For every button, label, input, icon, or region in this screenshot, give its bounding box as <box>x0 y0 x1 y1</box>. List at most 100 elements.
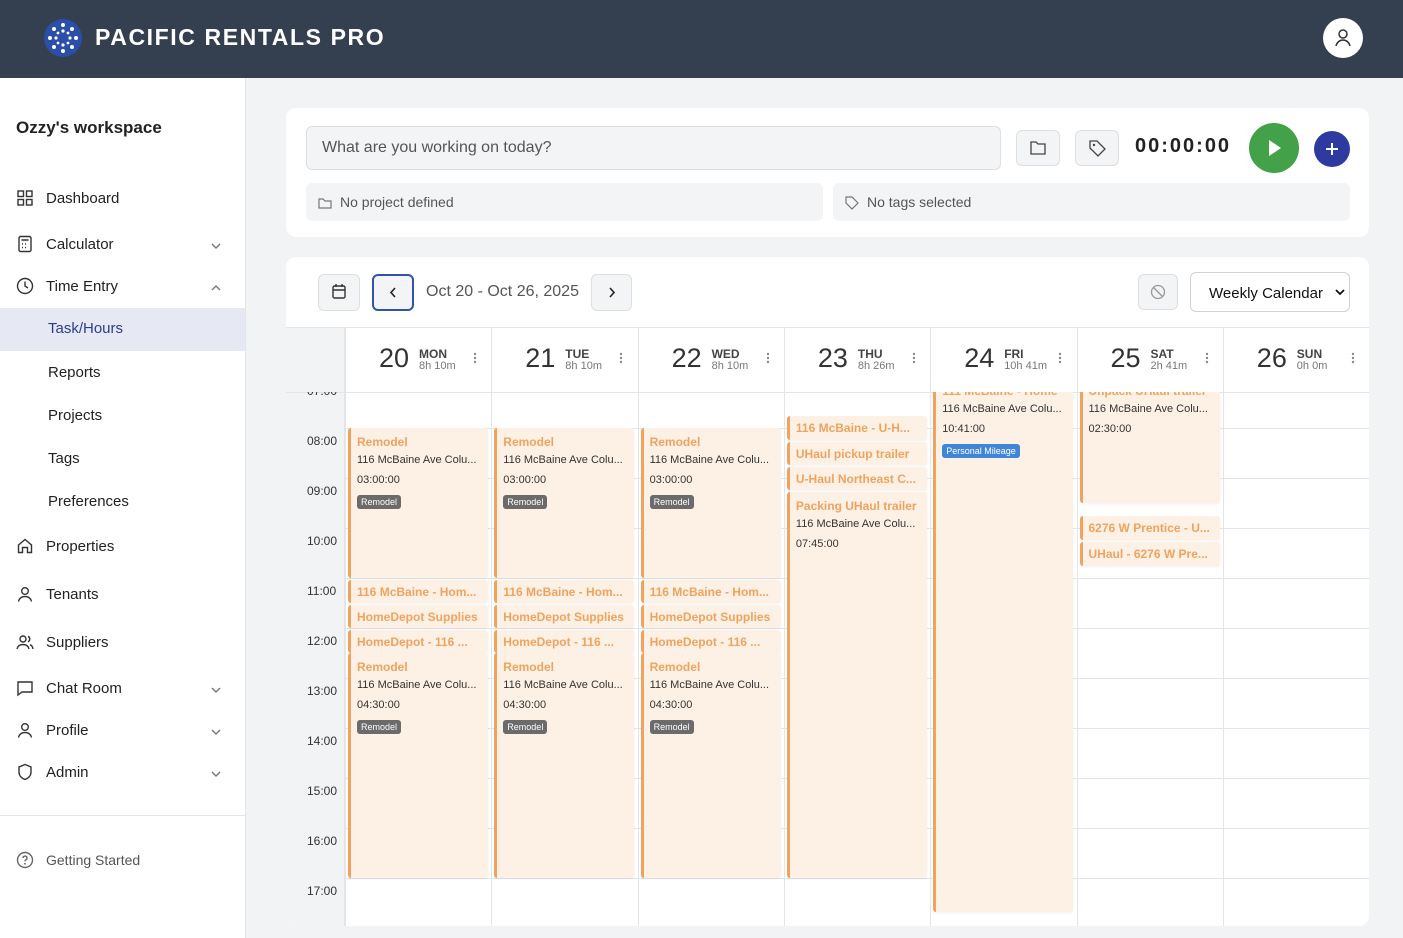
day-menu-svg <box>1058 352 1062 364</box>
event[interactable]: Remodel 116 McBaine Ave Colu... 04:30:00 Re… <box>494 653 635 878</box>
event-title: HomeDepot - 116 ... <box>503 635 614 649</box>
day-menu-svg <box>1351 352 1354 364</box>
event[interactable]: 116 McBaine - Hom... <box>348 580 488 603</box>
event[interactable]: HomeDepot - 116 ... <box>640 630 781 653</box>
day-total: 8h 10m <box>711 360 749 372</box>
nav-icon-svg <box>16 277 34 295</box>
project-field[interactable]: No project defined <box>306 183 823 221</box>
event-tag: Personal Mileage <box>942 444 1020 458</box>
nav-item[interactable]: Calculator <box>46 236 114 253</box>
getting-started[interactable]: Getting Started <box>46 852 141 868</box>
nav-item[interactable]: Time Entry <box>46 278 118 295</box>
event-title: HomeDepot Supplies <box>503 610 624 624</box>
event-duration: 10:41:00 <box>942 423 986 435</box>
day-total: 2h 41m <box>1150 360 1188 372</box>
event[interactable]: Remodel 116 McBaine Ave Colu... 03:00:00 Re… <box>494 428 635 578</box>
event[interactable]: Remodel 116 McBaine Ave Colu... 04:30:00 Re… <box>640 653 781 878</box>
event[interactable]: HomeDepot - 116 ... <box>494 630 635 653</box>
event[interactable]: HomeDepot Supplies <box>494 605 635 628</box>
nav-subitem[interactable]: Projects <box>48 407 103 424</box>
event[interactable]: HomeDepot Supplies <box>348 605 488 628</box>
disabled-button[interactable] <box>1138 274 1178 310</box>
nav-icon-svg <box>17 723 33 738</box>
event[interactable]: UHaul pickup trailer <box>786 442 927 465</box>
event[interactable]: Remodel 116 McBaine Ave Colu... 03:00:00 Re… <box>640 428 781 578</box>
divider <box>0 815 245 816</box>
nav-item[interactable]: Suppliers <box>46 634 109 651</box>
event[interactable]: Remodel 116 McBaine Ave Colu... 04:30:00 Re… <box>348 653 488 878</box>
day-total: 8h 10m <box>419 360 456 372</box>
event[interactable]: Unpack UHaul trailer 116 McBaine Ave Colu… <box>1079 392 1220 503</box>
day-menu <box>1204 351 1210 369</box>
add-button[interactable] <box>1313 130 1351 168</box>
nav-item[interactable]: Tenants <box>46 586 99 603</box>
nav-item[interactable]: Admin <box>46 764 89 781</box>
prev-week-button[interactable] <box>372 274 414 311</box>
view-select[interactable]: Weekly Calendar <box>1190 272 1350 312</box>
event[interactable]: 6276 W Prentice - U... <box>1079 516 1220 540</box>
hour-label: 13:00 <box>307 684 338 698</box>
event-tag: Remodel <box>357 495 402 509</box>
hour-label: 11:00 <box>307 584 337 598</box>
next-week-button[interactable] <box>591 274 632 311</box>
nav-item[interactable]: Chat Room <box>46 680 122 697</box>
task-input[interactable]: What are you working on today? <box>306 126 1001 170</box>
day-name: THU <box>857 347 883 361</box>
nav-chevron-svg <box>211 729 221 735</box>
nav-chevron <box>210 725 222 743</box>
event-title: Remodel <box>503 660 554 674</box>
project-button[interactable] <box>1016 130 1060 166</box>
user-avatar[interactable] <box>1323 18 1363 58</box>
day-total: 8h 26m <box>857 360 895 372</box>
nav-icon-svg <box>17 190 33 206</box>
workspace-name: Ozzy's workspace <box>16 118 162 137</box>
hour-label: 16:00 <box>307 834 338 848</box>
event[interactable]: Packing UHaul trailer 116 McBaine Ave Col… <box>786 492 927 878</box>
event[interactable]: UHaul - 6276 W Pre... <box>1079 542 1220 566</box>
tags-field[interactable]: No tags selected <box>833 183 1350 221</box>
event-address: 116 McBaine Ave Colu... <box>795 518 916 530</box>
nav-icon-svg <box>18 763 32 781</box>
day-menu <box>911 351 917 369</box>
date-range: Oct 20 - Oct 26, 2025 <box>426 283 579 300</box>
nav-subitem[interactable]: Preferences <box>48 493 129 510</box>
date-picker-button[interactable] <box>318 274 360 311</box>
nav-subitem[interactable]: Task/Hours <box>48 320 124 337</box>
event[interactable]: U-Haul Northeast C... <box>786 467 927 490</box>
brand: PACIFIC RENTALS PRO <box>95 24 386 50</box>
event-title: Remodel <box>357 660 408 674</box>
event[interactable]: Remodel 116 McBaine Ave Colu... 03:00:00 Re… <box>348 428 488 578</box>
nav-subitem[interactable]: Reports <box>48 364 101 381</box>
event-title: Packing UHaul trailer <box>795 499 917 513</box>
day-name: SUN <box>1296 347 1323 361</box>
day-total: 0h 0m <box>1296 360 1328 372</box>
nav-item[interactable]: Dashboard <box>46 190 120 207</box>
select-chevron <box>1335 289 1345 296</box>
event-tag: Remodel <box>649 495 694 509</box>
day-menu-svg <box>912 352 916 364</box>
day-number: 23 <box>817 343 848 373</box>
nav-chevron-svg <box>211 687 221 693</box>
timer-clock: 00:00:00 <box>1135 135 1232 157</box>
event[interactable]: 116 McBaine - U-H... <box>786 416 927 440</box>
event[interactable]: 111 McBaine - Home 116 McBaine Ave Colu..… <box>933 392 1074 912</box>
event-title: UHaul pickup trailer <box>795 447 910 461</box>
start-button[interactable] <box>1248 122 1300 174</box>
event[interactable]: 116 McBaine - Hom... <box>494 580 635 603</box>
day-column-border <box>345 327 346 926</box>
timer-card: What are you working on today? 00:00:00 … <box>286 108 1369 237</box>
nav-subitem[interactable]: Tags <box>48 450 80 467</box>
nav-item[interactable]: Profile <box>46 722 89 739</box>
nav-chevron <box>210 281 222 299</box>
nav-icon <box>16 235 34 258</box>
event[interactable]: HomeDepot - 116 ... <box>348 630 488 653</box>
event-address: 116 McBaine Ave Colu... <box>503 679 623 691</box>
nav-item[interactable]: Properties <box>46 538 115 555</box>
nav-icon <box>16 763 34 786</box>
event-title: 116 McBaine - Hom... <box>357 585 477 599</box>
event[interactable]: 116 McBaine - Hom... <box>640 580 781 603</box>
tag-button[interactable] <box>1075 130 1119 166</box>
event[interactable]: HomeDepot Supplies <box>640 605 781 628</box>
day-name: SAT <box>1150 347 1174 361</box>
event-title: Remodel <box>503 435 554 449</box>
